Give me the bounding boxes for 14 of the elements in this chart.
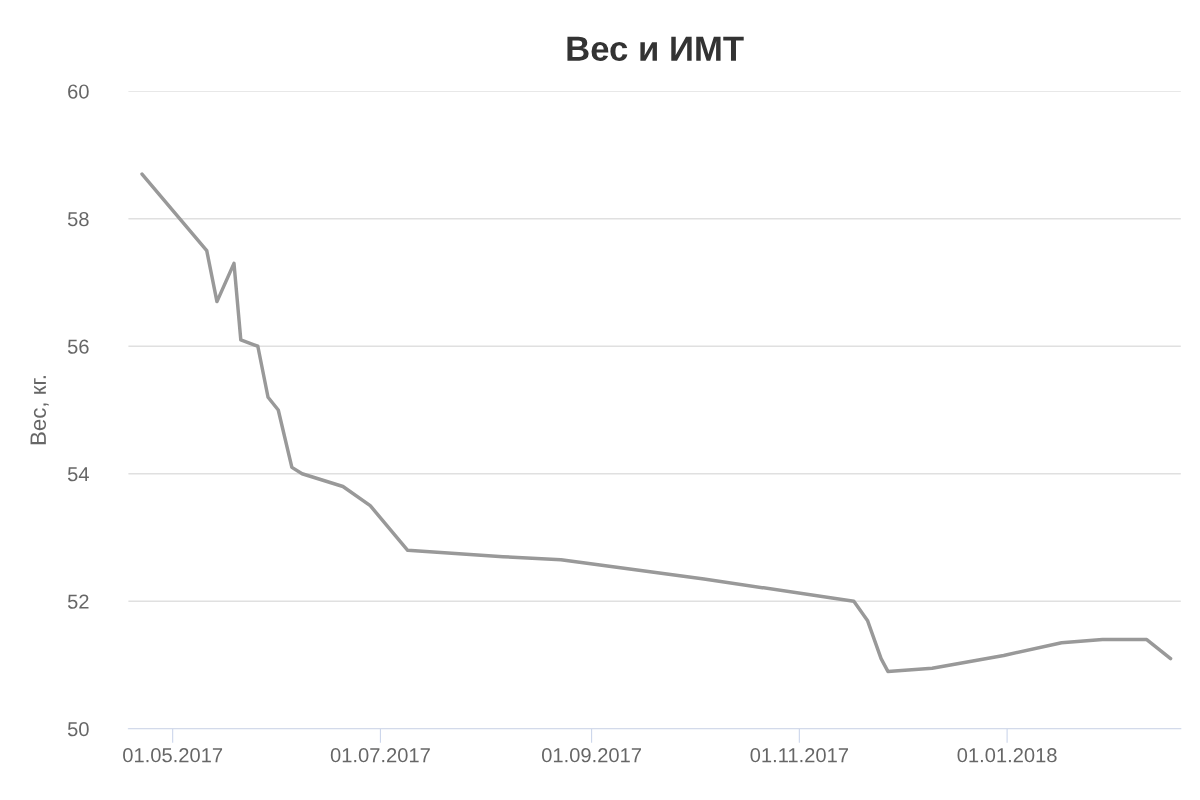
y-axis-title: Вес, кг. [30,376,49,445]
y-tick-label: 50 [67,722,89,737]
x-tick-label: 01.01.2018 [957,748,1057,763]
y-tick-label: 60 [68,84,89,99]
x-tick-label: 01.11.2017 [750,748,848,763]
chart-title: Вес и ИМТ [567,36,744,61]
x-tick-label: 01.07.2017 [330,748,430,763]
y-tick-label: 52 [67,594,89,609]
x-tick-label: 01.09.2017 [541,748,641,763]
line-series [140,172,1173,674]
x-tick-label: 01.05.2017 [123,748,223,763]
y-tick-label: 58 [67,211,89,227]
y-tick-label: 54 [67,467,89,482]
y-tick-label: 56 [67,339,89,354]
